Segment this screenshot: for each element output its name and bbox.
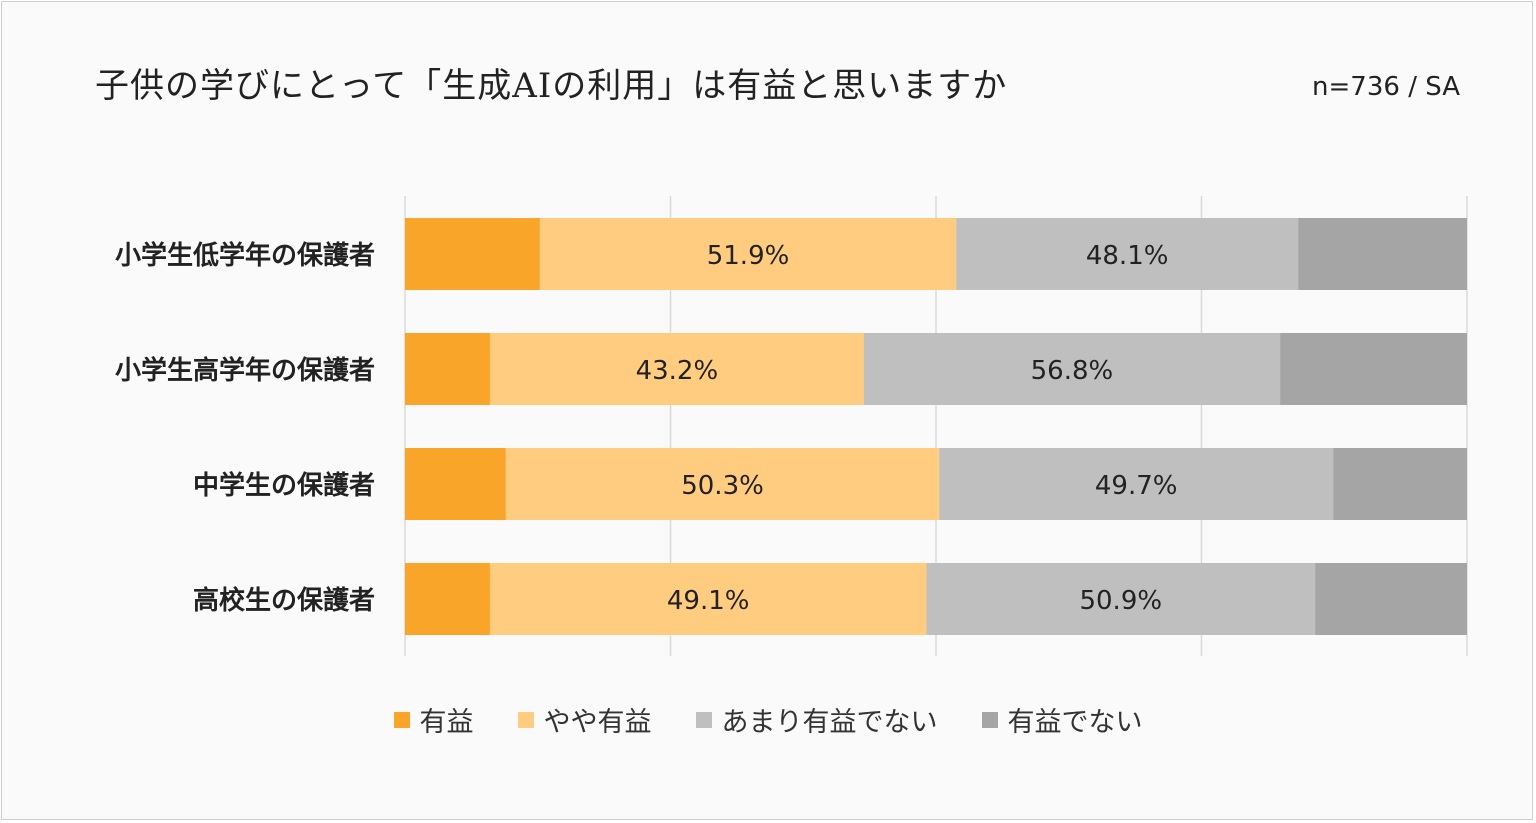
data-label-negative: 48.1% xyxy=(1086,241,1169,271)
legend-label: やや有益 xyxy=(543,707,652,738)
category-label: 小学生高学年の保護者 xyxy=(115,355,375,386)
category-label: 高校生の保護者 xyxy=(193,585,375,616)
bar-segment xyxy=(405,448,506,520)
legend-label: 有益でない xyxy=(1007,707,1143,738)
bar-segment xyxy=(539,218,957,290)
bar-segment xyxy=(926,563,1316,635)
data-labels: 51.9% 48.1% 43.2% 56.8% 50.3% 49.7% 49.1% 50.9% xyxy=(636,241,1178,616)
bar-segment xyxy=(956,218,1299,290)
bar-segment xyxy=(489,333,864,405)
legend-item: あまり有益でない xyxy=(695,700,938,739)
bars xyxy=(405,218,1467,635)
bar-segment xyxy=(1280,333,1467,405)
legend-label: 有益 xyxy=(419,707,474,738)
chart-title: 子供の学びにとって「生成AIの利用」は有益と思いますか xyxy=(95,66,1008,106)
data-label-positive: 50.3% xyxy=(681,471,764,501)
sample-note: n=736 / SA xyxy=(1312,72,1460,102)
bar-segment xyxy=(405,333,490,405)
bar-segment xyxy=(863,333,1281,405)
bar-segment xyxy=(939,448,1334,520)
legend-item: 有益 xyxy=(393,700,474,739)
data-label-negative: 49.7% xyxy=(1095,471,1178,501)
legend-swatch xyxy=(981,711,998,728)
category-label: 小学生低学年の保護者 xyxy=(115,240,375,271)
legend-swatch xyxy=(517,711,534,728)
data-label-positive: 49.1% xyxy=(667,586,750,616)
bar-segment xyxy=(1333,448,1467,520)
legend: 有益 やや有益 あまり有益でない 有益でない xyxy=(0,700,1536,739)
bar-segment xyxy=(1298,218,1467,290)
data-label-positive: 43.2% xyxy=(636,356,719,386)
data-label-positive: 51.9% xyxy=(707,241,790,271)
data-label-negative: 56.8% xyxy=(1031,356,1114,386)
legend-swatch xyxy=(393,711,410,728)
bar-segment xyxy=(505,448,940,520)
legend-label: あまり有益でない xyxy=(721,707,938,738)
legend-item: 有益でない xyxy=(981,700,1143,739)
bar-segment xyxy=(405,563,490,635)
category-label: 中学生の保護者 xyxy=(193,470,375,501)
data-label-negative: 50.9% xyxy=(1079,586,1162,616)
bar-segment xyxy=(489,563,927,635)
legend-item: やや有益 xyxy=(517,700,652,739)
legend-swatch xyxy=(695,711,712,728)
bar-segment xyxy=(405,218,540,290)
bar-segment xyxy=(1315,563,1467,635)
